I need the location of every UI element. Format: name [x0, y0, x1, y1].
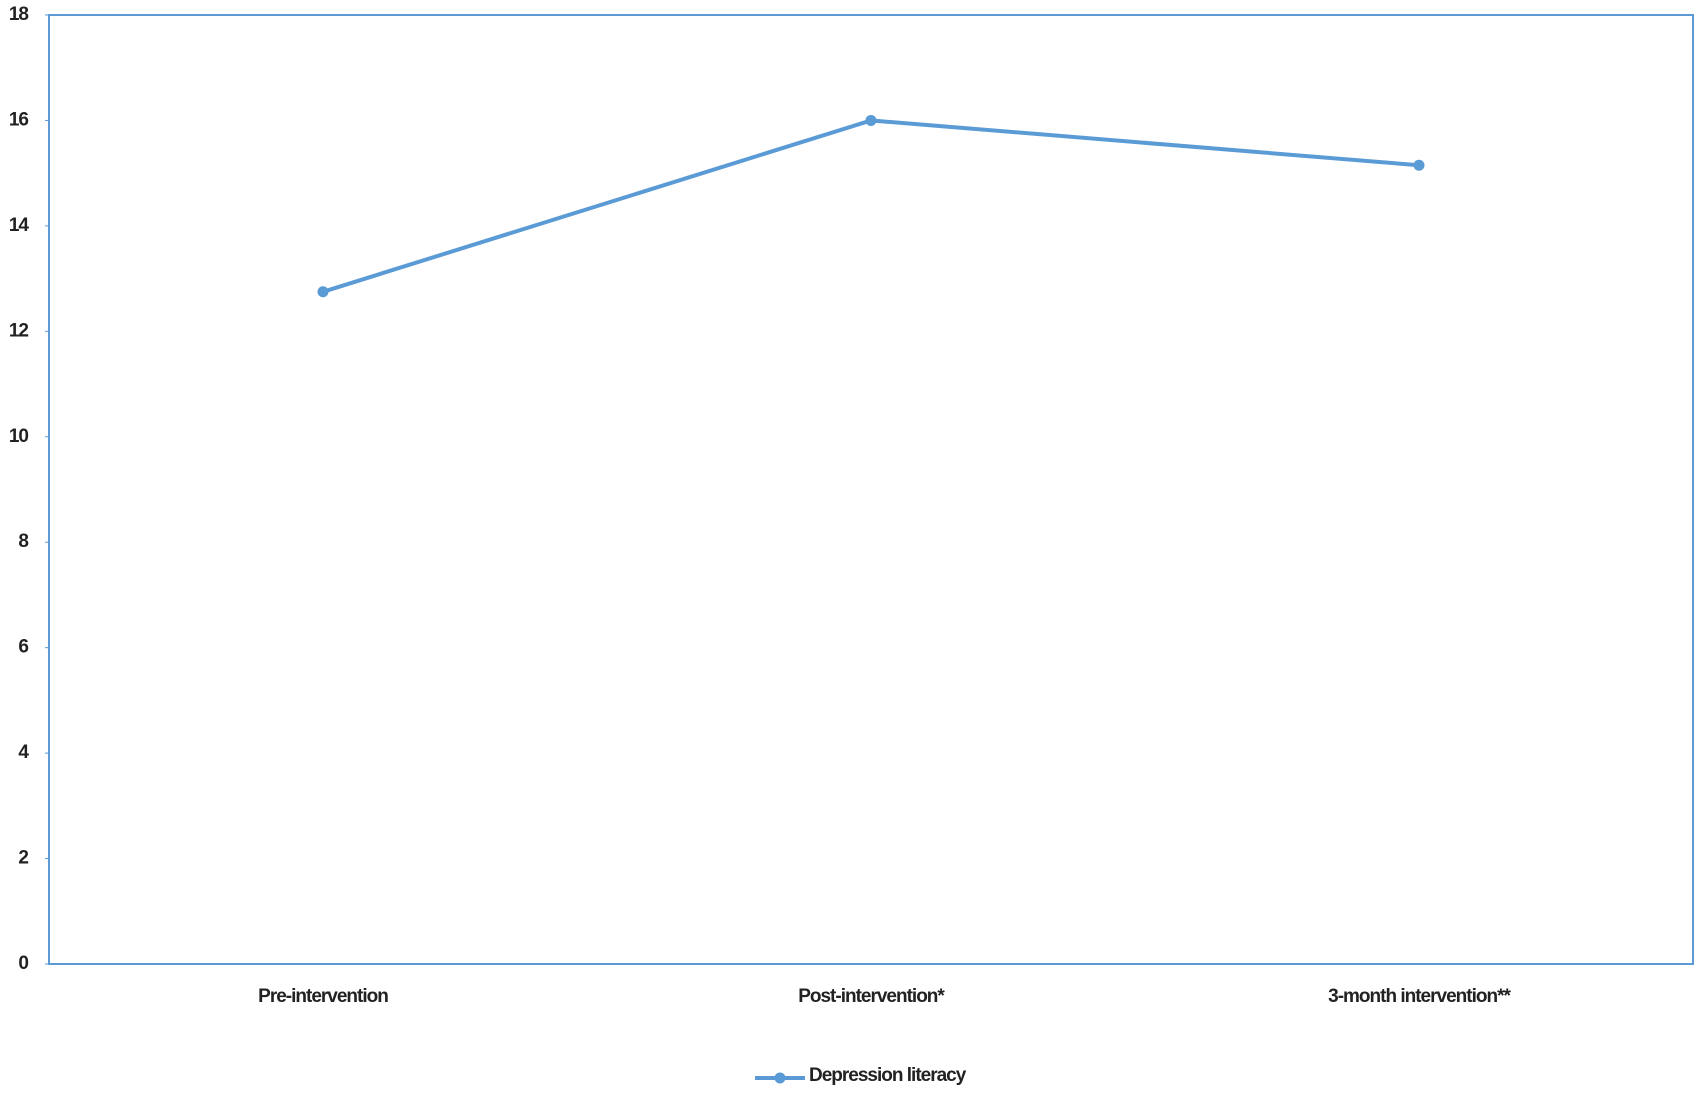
- x-tick-label: 3-month intervention**: [1328, 986, 1511, 1007]
- data-point: [865, 114, 877, 126]
- data-point: [1413, 159, 1425, 171]
- data-point: [317, 286, 329, 298]
- y-tick-label: 18: [9, 4, 29, 25]
- y-tick-label: 14: [9, 215, 30, 236]
- y-tick-label: 10: [9, 426, 29, 447]
- y-tick-label: 16: [9, 109, 29, 130]
- y-tick-label: 2: [18, 848, 28, 869]
- y-tick-label: 4: [18, 742, 29, 763]
- series-line: [322, 118, 1420, 294]
- legend-label: Depression literacy: [809, 1065, 967, 1086]
- y-tick-label: 12: [9, 320, 29, 341]
- y-tick-label: 8: [18, 531, 28, 552]
- x-tick-label: Pre-intervention: [258, 986, 388, 1007]
- x-tick-label: Post-intervention*: [798, 986, 945, 1007]
- y-tick-label: 0: [18, 953, 28, 974]
- y-tick-label: 6: [18, 637, 28, 658]
- plot-frame: [48, 14, 1694, 965]
- legend-marker: [774, 1072, 786, 1084]
